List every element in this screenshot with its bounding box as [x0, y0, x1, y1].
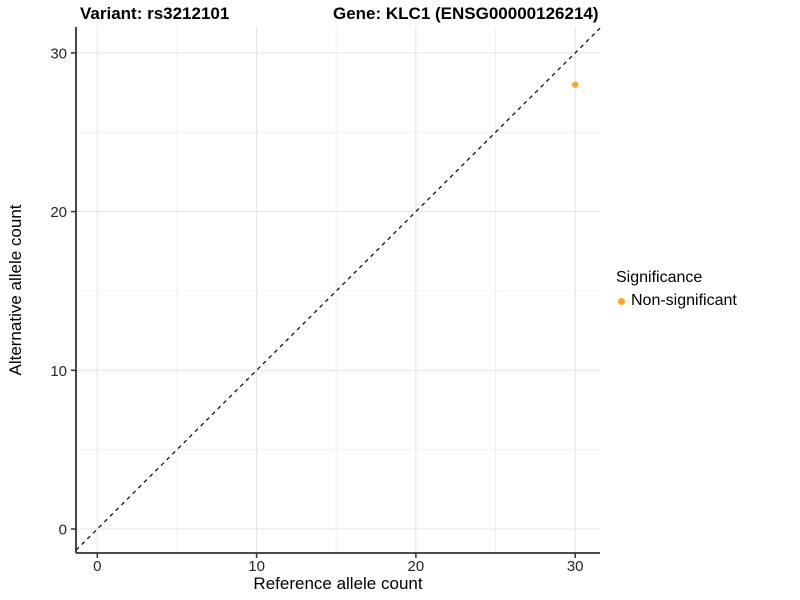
identity-dashed-line: [75, 27, 601, 551]
legend-title: Significance: [616, 269, 703, 286]
plot-title-variant: Variant: rs3212101: [80, 4, 230, 23]
x-tick-label: 10: [248, 558, 265, 575]
data-point: [572, 81, 579, 88]
legend-item-label: Non-significant: [631, 292, 737, 309]
legend: Significance Non-significant: [616, 268, 737, 310]
y-tick-label: 0: [59, 522, 67, 539]
y-tick-label: 10: [50, 363, 67, 380]
plot-title-gene: Gene: KLC1 (ENSG00000126214): [333, 4, 599, 23]
x-tick-label: 30: [567, 558, 584, 575]
x-tick-label: 0: [93, 558, 101, 575]
legend-item: Non-significant: [616, 292, 737, 310]
y-tick-label: 30: [50, 45, 67, 62]
y-tick-label: 20: [50, 204, 67, 221]
x-tick-label: 20: [408, 558, 425, 575]
x-axis-label: Reference allele count: [253, 574, 423, 593]
y-axis-label: Alternative allele count: [6, 204, 25, 376]
legend-point-swatch: [618, 297, 625, 305]
